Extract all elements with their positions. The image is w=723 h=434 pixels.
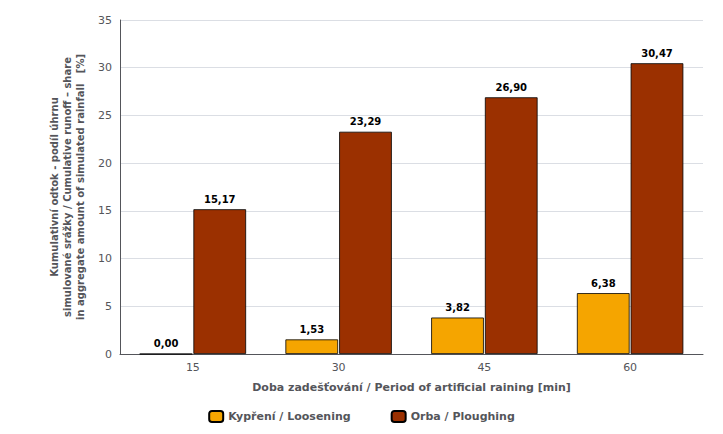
svg-text:6,38: 6,38 [591,278,616,289]
svg-text:30: 30 [332,361,346,374]
svg-text:0: 0 [105,348,112,361]
svg-text:15: 15 [98,204,112,217]
svg-text:3,82: 3,82 [445,302,470,313]
svg-text:60: 60 [623,361,637,374]
svg-text:Kumulativní odtok - podíl úhrn: Kumulativní odtok - podíl úhrnu [49,97,60,277]
svg-text:0,00: 0,00 [154,338,179,349]
svg-text:10: 10 [98,252,112,265]
svg-text:35: 35 [98,14,112,27]
svg-text:Kypření / Loosening: Kypření / Loosening [228,410,350,423]
svg-text:26,90: 26,90 [495,82,527,93]
svg-text:simulované srážky / Cumulative: simulované srážky / Cumulative runoff – … [62,57,73,317]
svg-text:15: 15 [186,361,200,374]
svg-text:Orba / Ploughing: Orba / Ploughing [411,410,515,423]
svg-text:in aggregate amount of simulat: in aggregate amount of simulated rainfal… [75,54,86,320]
svg-text:45: 45 [477,361,491,374]
svg-text:20: 20 [98,157,112,170]
svg-text:5: 5 [105,300,112,313]
svg-text:30,47: 30,47 [641,48,673,59]
svg-text:Doba zadešťování / Period of a: Doba zadešťování / Period of artificial … [252,381,571,394]
svg-text:15,17: 15,17 [204,194,236,205]
svg-text:1,53: 1,53 [299,324,324,335]
svg-text:30: 30 [98,61,112,74]
svg-text:25: 25 [98,109,112,122]
svg-text:23,29: 23,29 [350,116,382,127]
